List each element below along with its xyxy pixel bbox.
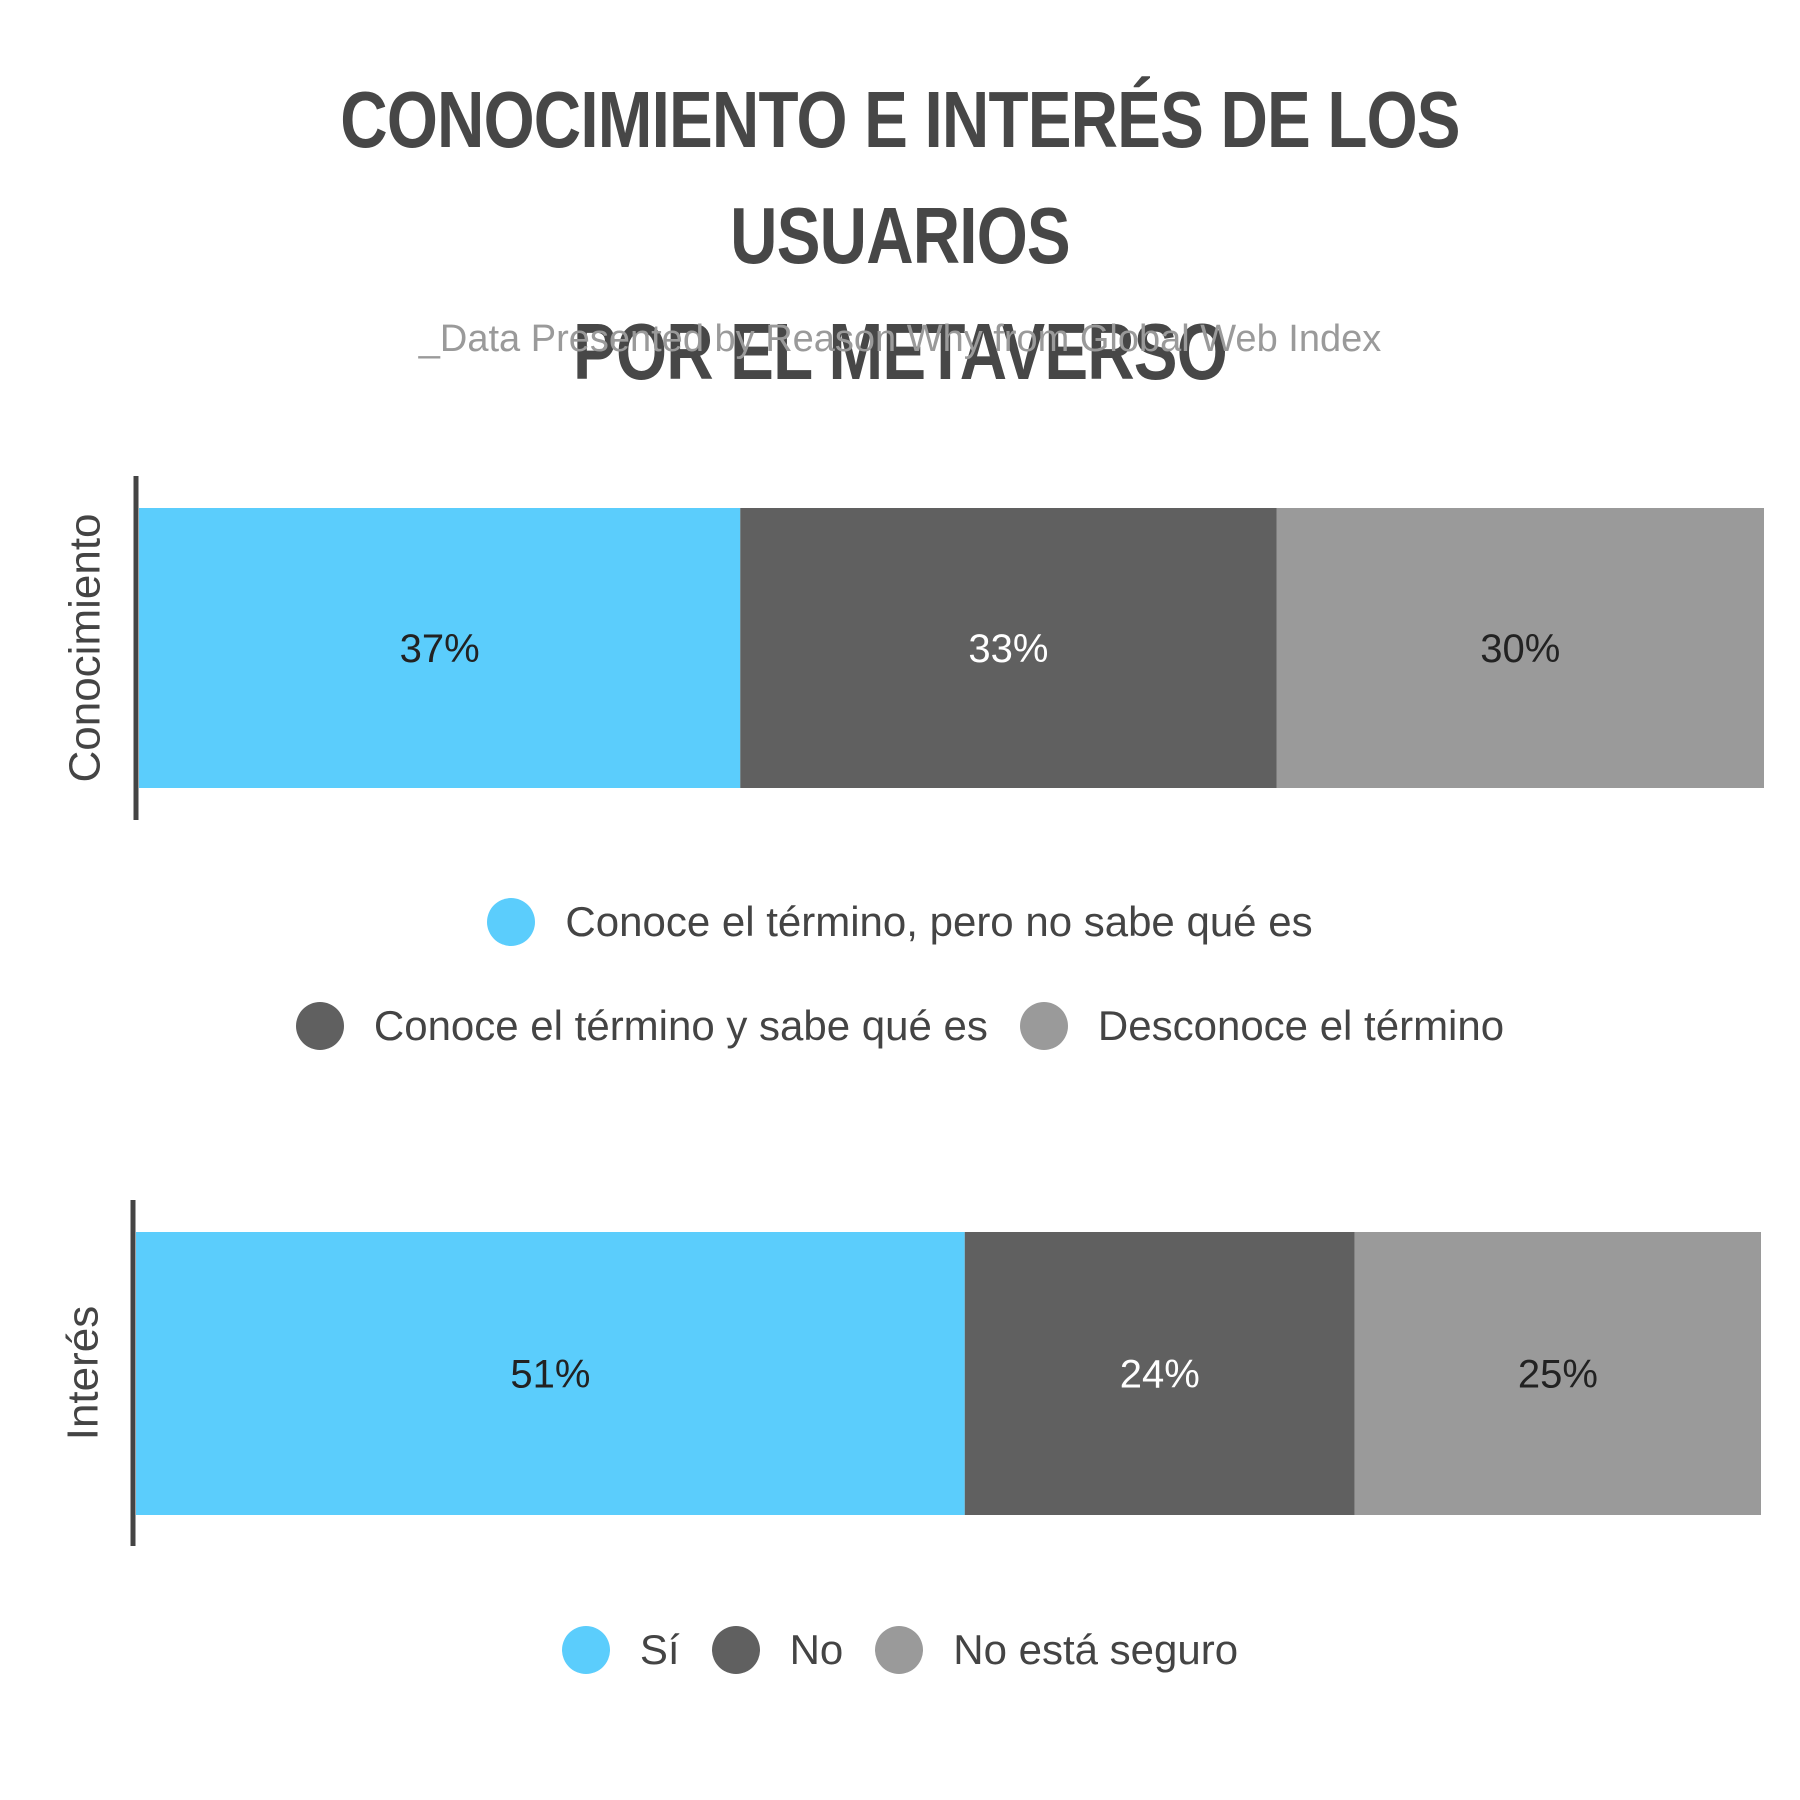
legend-item-interes-2: No bbox=[711, 1598, 844, 1702]
legend-item-interes-3: No está seguro bbox=[875, 1598, 1238, 1702]
legend-swatch-conocimiento-2 bbox=[295, 1002, 344, 1050]
legend-swatch-interes-1 bbox=[561, 1626, 610, 1674]
data-label-interes-1: 51% bbox=[510, 1353, 590, 1397]
legend-swatch-interes-3 bbox=[875, 1626, 924, 1674]
legend-interes: Sí No No está seguro bbox=[0, 1598, 1800, 1702]
legend-label-interes-3: No está seguro bbox=[953, 1626, 1239, 1673]
legend-conocimiento: Conoce el término, pero no sabe qué es Co… bbox=[0, 870, 1800, 1078]
legend-swatch-conocimiento-1 bbox=[487, 898, 536, 946]
category-label-conocimiento: Conocimiento bbox=[61, 513, 110, 782]
bar-segment-conocimiento-3 bbox=[1276, 508, 1764, 788]
data-label-interes-3: 25% bbox=[1518, 1353, 1598, 1397]
data-label-conocimiento-3: 30% bbox=[1480, 627, 1560, 671]
data-label-interes-2: 24% bbox=[1120, 1353, 1200, 1397]
legend-item-conocimiento-2: Conoce el término y sabe qué es bbox=[295, 974, 988, 1078]
chart-conocimiento: 37% 33% 30% Conocimiento bbox=[61, 476, 1764, 820]
legend-label-interes-2: No bbox=[789, 1626, 844, 1673]
chart-interes: 51% 24% 25% Interés bbox=[59, 1200, 1761, 1546]
chart-subtitle: _Data Presented by Reason Why from Globa… bbox=[418, 318, 1382, 360]
bar-segment-conocimiento-1 bbox=[139, 508, 741, 788]
bar-segment-interes-3 bbox=[1354, 1232, 1761, 1515]
legend-item-conocimiento-3: Desconoce el término bbox=[1019, 974, 1505, 1078]
category-label-interes: Interés bbox=[59, 1306, 108, 1441]
legend-item-interes-1: Sí bbox=[561, 1598, 680, 1702]
legend-item-conocimiento-1: Conoce el término, pero no sabe qué es bbox=[487, 870, 1313, 974]
legend-label-interes-1: Sí bbox=[639, 1626, 680, 1673]
legend-label-conocimiento-1: Conoce el término, pero no sabe qué es bbox=[565, 898, 1313, 945]
bar-segment-interes-2 bbox=[964, 1232, 1355, 1515]
legend-label-conocimiento-2: Conoce el término y sabe qué es bbox=[373, 1002, 988, 1049]
legend-swatch-conocimiento-3 bbox=[1019, 1002, 1068, 1050]
bar-segment-conocimiento-2 bbox=[740, 508, 1277, 788]
chart-title: CONOCIMIENTO E INTERÉS DE LOS USUARIOS P… bbox=[244, 62, 1556, 410]
data-label-conocimiento-2: 33% bbox=[968, 627, 1048, 671]
chart-title-line-2: POR EL METAVERSO bbox=[573, 307, 1228, 396]
legend-swatch-interes-2 bbox=[711, 1626, 760, 1674]
bar-segment-interes-1 bbox=[136, 1232, 965, 1515]
data-label-conocimiento-1: 37% bbox=[400, 627, 480, 671]
chart-title-line-1: CONOCIMIENTO E INTERÉS DE LOS USUARIOS bbox=[340, 75, 1460, 280]
legend-label-conocimiento-3: Desconoce el término bbox=[1097, 1002, 1505, 1049]
